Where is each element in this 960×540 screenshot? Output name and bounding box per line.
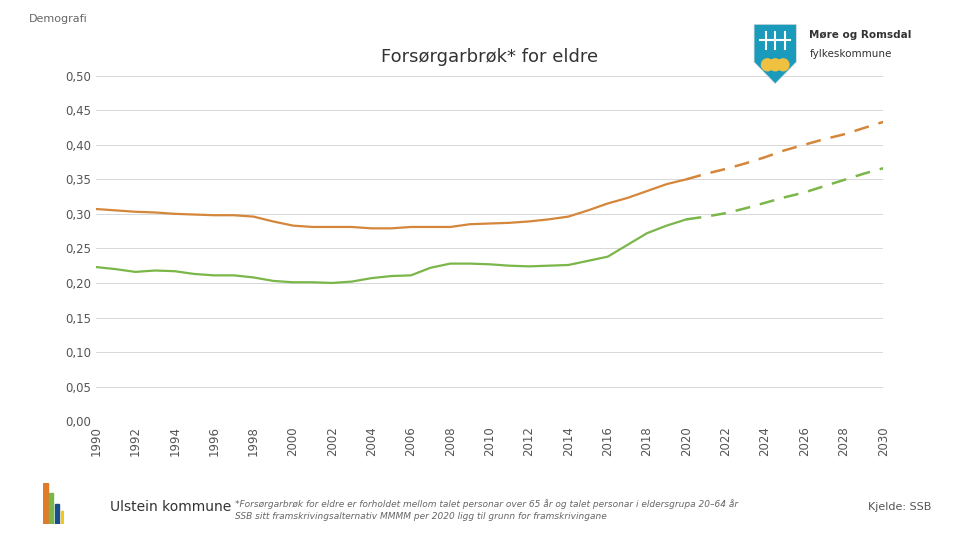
Text: Ulstein kommune: Ulstein kommune <box>110 500 231 514</box>
Circle shape <box>778 59 789 71</box>
Title: Forsørgarbrøk* for eldre: Forsørgarbrøk* for eldre <box>381 48 598 66</box>
Bar <box>43 483 48 524</box>
Text: Kjelde: SSB: Kjelde: SSB <box>868 502 931 511</box>
Text: Møre og Romsdal: Møre og Romsdal <box>809 30 912 40</box>
Text: fylkeskommune: fylkeskommune <box>809 49 892 59</box>
Polygon shape <box>755 24 797 84</box>
Circle shape <box>761 59 773 71</box>
Bar <box>60 511 65 524</box>
Bar <box>55 503 60 524</box>
Legend: Ulstein historisk utvikling, Framskriving 2020-2030, Møre og Romsdal historisk u: Ulstein historisk utvikling, Framskrivin… <box>102 538 583 540</box>
Bar <box>49 494 54 524</box>
Text: Demografi: Demografi <box>29 14 87 24</box>
Text: *Forsørgarbrøk for eldre er forholdet mellom talet personar over 65 år og talet : *Forsørgarbrøk for eldre er forholdet me… <box>235 500 738 509</box>
Text: SSB sitt framskrivingsalternativ MMMM per 2020 ligg til grunn for framskrivingan: SSB sitt framskrivingsalternativ MMMM pe… <box>235 512 607 521</box>
Circle shape <box>769 59 781 71</box>
